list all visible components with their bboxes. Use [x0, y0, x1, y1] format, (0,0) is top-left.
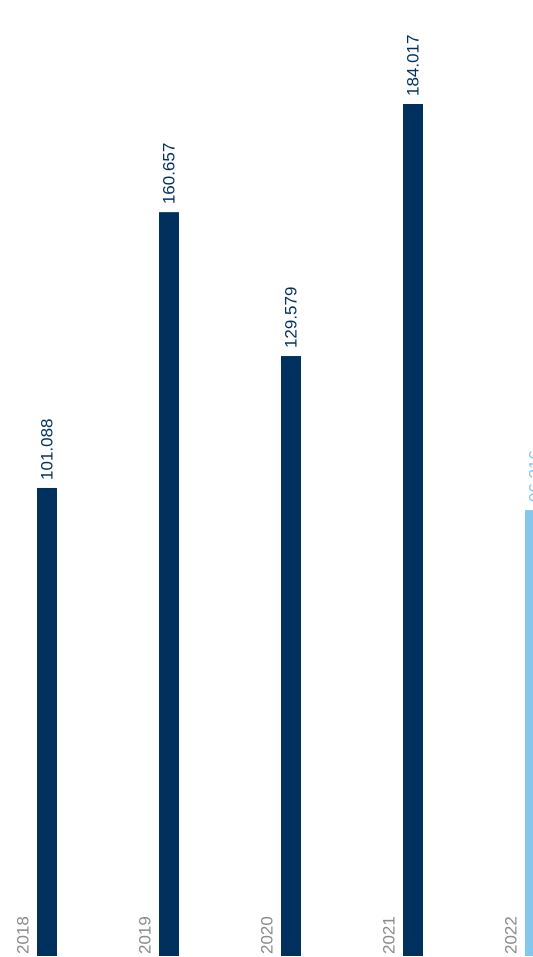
bar-2019 [159, 212, 179, 956]
category-label-2020: 2020 [258, 916, 277, 954]
bar-2018 [37, 487, 57, 956]
category-label-2019: 2019 [136, 916, 155, 954]
bar-2022 [525, 510, 533, 956]
bar-2021 [403, 104, 423, 956]
value-label-2021: 184.017 [404, 35, 423, 96]
category-label-2021: 2021 [380, 916, 399, 954]
category-label-2022: 2022 [502, 916, 521, 954]
category-label-2018: 2018 [14, 916, 33, 954]
value-label-2019: 160.657 [160, 143, 179, 204]
value-label-2018: 101.088 [38, 419, 57, 480]
bar-2020 [281, 356, 301, 956]
value-label-2022: 96.316 [526, 450, 533, 502]
value-label-2020: 129.579 [282, 287, 301, 348]
